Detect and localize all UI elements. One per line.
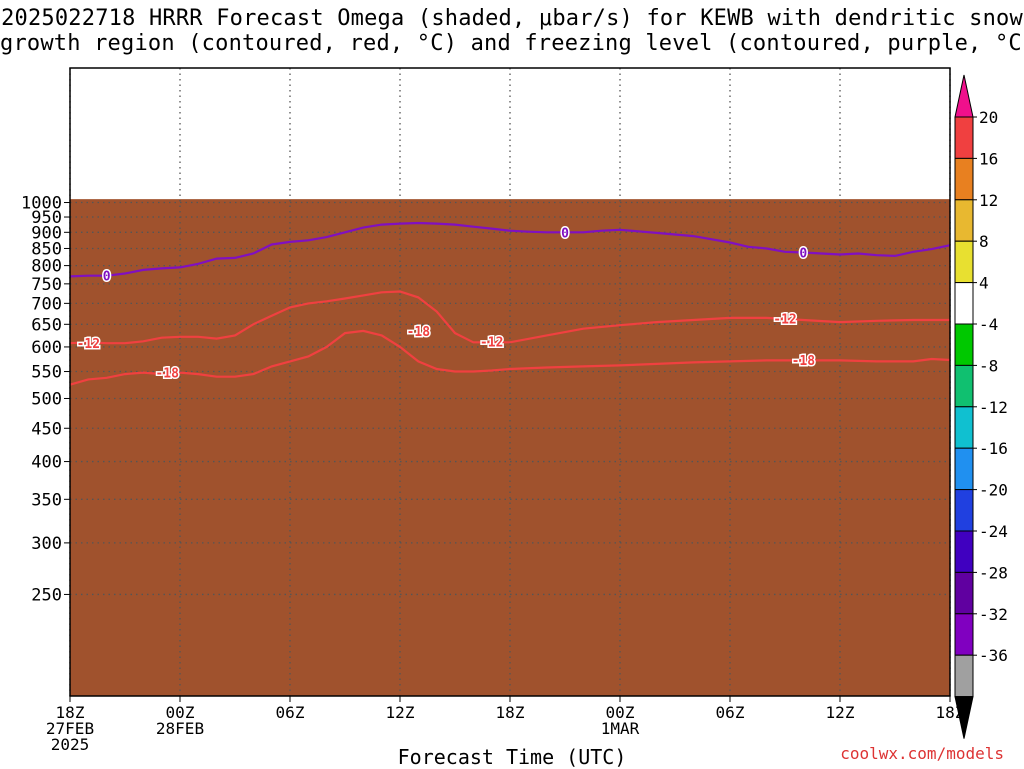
contour-lines: -18 -18 -18 -12 -12 -12 0 0 0 xyxy=(70,221,950,386)
contour-label: -12 xyxy=(77,337,100,352)
colorbar-label: -36 xyxy=(979,646,1008,665)
colorbar-bin xyxy=(954,364,974,408)
colorbar-bin xyxy=(954,530,974,573)
y-tick-label: 800 xyxy=(31,257,62,277)
colorbar-label: 4 xyxy=(979,274,989,293)
colorbar-label: -20 xyxy=(979,481,1008,500)
colorbar-label: -4 xyxy=(979,315,998,334)
x-tick-label: 28FEB xyxy=(156,719,204,738)
colorbar-label: -16 xyxy=(979,439,1008,458)
x-tick-label: 2025 xyxy=(51,735,90,754)
colorbar-label: -24 xyxy=(979,522,1008,541)
colorbar-arrow-top xyxy=(954,74,974,118)
x-tick-label: 12Z xyxy=(826,703,855,722)
y-axis: 2503003504004505005506006507007508008509… xyxy=(21,194,70,605)
colorbar-bin xyxy=(954,447,974,491)
y-tick-label: 1000 xyxy=(21,194,62,214)
colorbar-bin xyxy=(954,282,974,325)
colorbar-bin xyxy=(954,323,974,366)
contour-line--18 xyxy=(70,329,950,386)
colorbar-bin xyxy=(954,199,974,242)
x-tick-label: 06Z xyxy=(716,703,745,722)
chart-title-line-2: growth region (contoured, red, °C) and f… xyxy=(0,31,1024,56)
contour-label: -18 xyxy=(407,325,431,340)
colorbar-label: 8 xyxy=(979,232,989,251)
y-tick-label: 650 xyxy=(31,315,62,335)
y-tick-label: 350 xyxy=(31,490,62,510)
contour-label: 0 xyxy=(799,246,807,261)
colorbar-bin xyxy=(954,654,974,698)
contour-label: 0 xyxy=(103,270,111,285)
colorbar-bin xyxy=(954,571,974,615)
y-tick-label: 550 xyxy=(31,363,62,383)
colorbar-arrow-bottom xyxy=(954,696,974,739)
y-tick-label: 600 xyxy=(31,338,62,358)
colorbar-bin xyxy=(954,406,974,449)
x-tick-label: 00Z xyxy=(166,703,195,722)
x-tick-label: 1MAR xyxy=(601,719,640,738)
colorbar-bin xyxy=(954,613,974,656)
y-tick-label: 700 xyxy=(31,294,62,314)
colorbar-label: -32 xyxy=(979,605,1008,624)
chart-title-line-1: 2025022718 HRRR Forecast Omega (shaded, … xyxy=(1,6,1023,31)
x-tick-label: 18Z xyxy=(56,703,85,722)
colorbar-label: 16 xyxy=(979,149,998,168)
colorbar-label: 12 xyxy=(979,191,998,210)
y-tick-label: 300 xyxy=(31,534,62,554)
y-tick-label: 850 xyxy=(31,239,62,259)
colorbar-label: -28 xyxy=(979,563,1008,582)
y-tick-label: 400 xyxy=(31,453,62,473)
credit-link[interactable]: coolwx.com/models xyxy=(840,744,1004,763)
contour-line-0 xyxy=(70,221,950,278)
colorbar-bin xyxy=(954,116,974,159)
contour-label: -18 xyxy=(792,354,816,369)
x-tick-label: 27FEB xyxy=(46,719,94,738)
colorbar-label: 20 xyxy=(979,108,998,127)
y-tick-label: 500 xyxy=(31,389,62,409)
colorbar-bin xyxy=(954,489,974,532)
x-tick-label: 18Z xyxy=(496,703,525,722)
colorbar-bin xyxy=(954,240,974,284)
contour-label: 0 xyxy=(561,226,569,241)
y-tick-label: 450 xyxy=(31,419,62,439)
contour-label: -18 xyxy=(155,367,179,382)
x-tick-label: 00Z xyxy=(606,703,635,722)
y-tick-label: 750 xyxy=(31,275,62,295)
y-tick-label: 250 xyxy=(31,585,62,605)
colorbar: 20 16 12 8 4 -4 -8 -12 -16 -20 -24 -28 -32 -36 xyxy=(954,74,1008,739)
x-tick-label: 06Z xyxy=(276,703,305,722)
contour-line--12 xyxy=(70,290,950,345)
x-tick-label: 12Z xyxy=(386,703,415,722)
y-tick-label: 900 xyxy=(31,223,62,243)
y-tick-label: 950 xyxy=(31,208,62,228)
contour-label: -12 xyxy=(773,313,796,328)
contour-label: -12 xyxy=(480,335,503,350)
colorbar-label: -12 xyxy=(979,398,1008,417)
colorbar-bin xyxy=(954,157,974,201)
colorbar-label: -8 xyxy=(979,356,998,375)
x-axis-label: Forecast Time (UTC) xyxy=(397,745,627,769)
